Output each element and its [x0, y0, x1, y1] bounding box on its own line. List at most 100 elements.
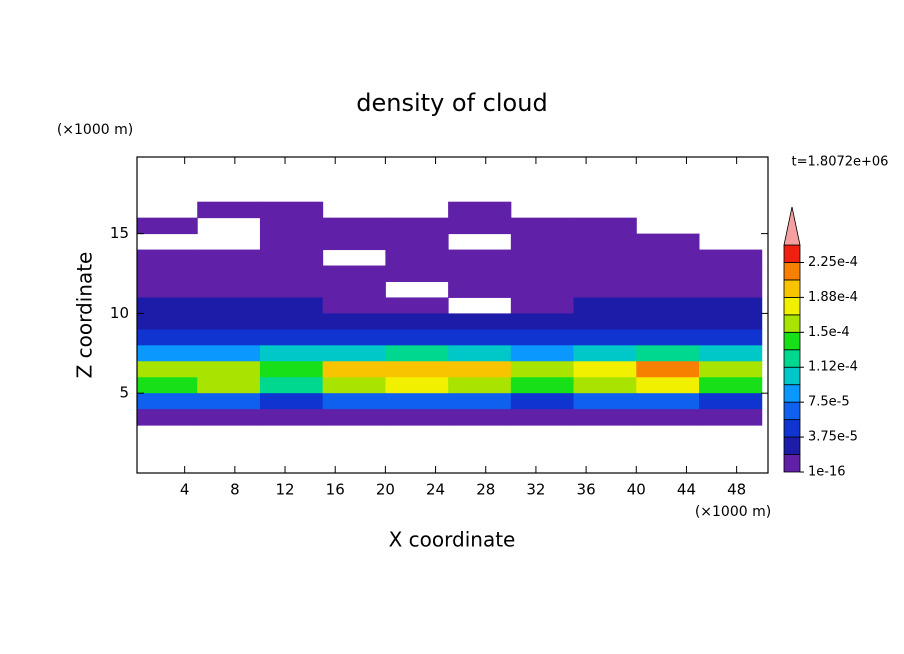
contour-cell: [510, 217, 575, 235]
colorbar-box: [783, 331, 801, 351]
contour-cell: [259, 393, 324, 410]
contour-cell: [510, 377, 575, 394]
x-tick-label: 40: [627, 481, 646, 499]
colorbar-label: 1.88e-4: [808, 290, 858, 305]
x-tick-label: 20: [376, 481, 395, 499]
contour-cell: [385, 345, 449, 362]
contour-cell: [699, 249, 763, 267]
contour-cell: [137, 393, 198, 410]
contour-cell: [137, 409, 198, 426]
contour-cell: [699, 393, 763, 410]
contour-cell: [259, 409, 324, 426]
contour-cell: [385, 297, 449, 314]
contour-cell: [636, 329, 700, 346]
contour-cell: [197, 377, 261, 394]
colorbar-box: [783, 314, 801, 333]
contour-cell: [259, 233, 324, 251]
contour-cell: [699, 361, 763, 378]
contour-cell: [573, 217, 637, 235]
contour-cell: [699, 345, 763, 362]
contour-cell: [137, 377, 198, 394]
contour-field: [137, 201, 763, 426]
contour-cell: [259, 297, 324, 314]
contour-cell: [197, 297, 261, 314]
contour-cell: [137, 329, 198, 346]
contour-cell: [510, 233, 575, 251]
contour-cell: [259, 345, 324, 362]
contour-cell: [573, 281, 637, 298]
contour-cell: [322, 361, 386, 378]
contour-cell: [699, 313, 763, 330]
contour-cell: [197, 409, 261, 426]
contour-cell: [573, 313, 637, 330]
contour-cell: [573, 249, 637, 267]
colorbar-label: 2.25e-4: [808, 255, 858, 270]
contour-cell: [573, 361, 637, 378]
colorbar-box: [783, 244, 801, 263]
contour-cell: [322, 345, 386, 362]
contour-cell: [510, 297, 575, 314]
contour-cell: [259, 313, 324, 330]
contour-cell: [197, 281, 261, 298]
colorbar-box: [783, 262, 801, 281]
x-tick-label: 48: [727, 481, 746, 499]
colorbar-box: [783, 401, 801, 421]
contour-cell: [137, 297, 198, 314]
contour-cell: [510, 409, 575, 426]
contour-cell: [385, 393, 449, 410]
x-tick-label: 28: [476, 481, 495, 499]
contour-cell: [322, 281, 386, 298]
contour-cell: [448, 281, 512, 298]
contour-cell: [699, 265, 763, 282]
contour-cell: [197, 249, 261, 267]
contour-cell: [259, 281, 324, 298]
x-tick-label: 8: [230, 481, 240, 499]
colorbar-box: [783, 296, 801, 316]
contour-cell: [448, 377, 512, 394]
x-tick-label: 24: [426, 481, 445, 499]
contour-cell: [573, 233, 637, 251]
contour-cell: [699, 377, 763, 394]
colorbar-box: [783, 349, 801, 368]
colorbar-box: [783, 366, 801, 386]
contour-cell: [573, 345, 637, 362]
contour-cell: [197, 265, 261, 282]
chart-title: density of cloud: [356, 89, 547, 117]
colorbar-label: 3.75e-5: [808, 430, 858, 445]
x-unit: (×1000 m): [695, 504, 771, 520]
x-tick-label: 32: [526, 481, 545, 499]
colorbar-label: 7.5e-5: [808, 395, 850, 410]
contour-cell: [322, 265, 386, 282]
colorbar-box: [783, 419, 801, 438]
contour-cell: [510, 249, 575, 267]
y-tick-label: 15: [110, 224, 129, 242]
contour-cell: [322, 393, 386, 410]
contour-cell: [137, 361, 198, 378]
contour-cell: [448, 249, 512, 267]
contour-cell: [385, 265, 449, 282]
contour-cell: [636, 281, 700, 298]
contour-cell: [510, 329, 575, 346]
colorbar-label: 1.12e-4: [808, 360, 858, 375]
colorbar-box: [783, 384, 801, 403]
contour-cell: [259, 265, 324, 282]
contour-cell: [573, 297, 637, 314]
contour-cell: [259, 329, 324, 346]
contour-cell: [197, 345, 261, 362]
contour-cell: [636, 345, 700, 362]
contour-cell: [259, 201, 324, 219]
contour-cell: [259, 377, 324, 394]
x-tick-label: 4: [180, 481, 190, 499]
contour-cell: [385, 313, 449, 330]
contour-cell: [448, 393, 512, 410]
contour-cell: [573, 377, 637, 394]
contour-cell: [385, 249, 449, 267]
contour-cell: [197, 393, 261, 410]
x-tick-label: 44: [677, 481, 696, 499]
contour-cell: [636, 249, 700, 267]
contour-cell: [322, 217, 386, 235]
contour-cell: [259, 249, 324, 267]
contour-cell: [448, 201, 512, 219]
y-tick-label: 10: [110, 304, 129, 322]
